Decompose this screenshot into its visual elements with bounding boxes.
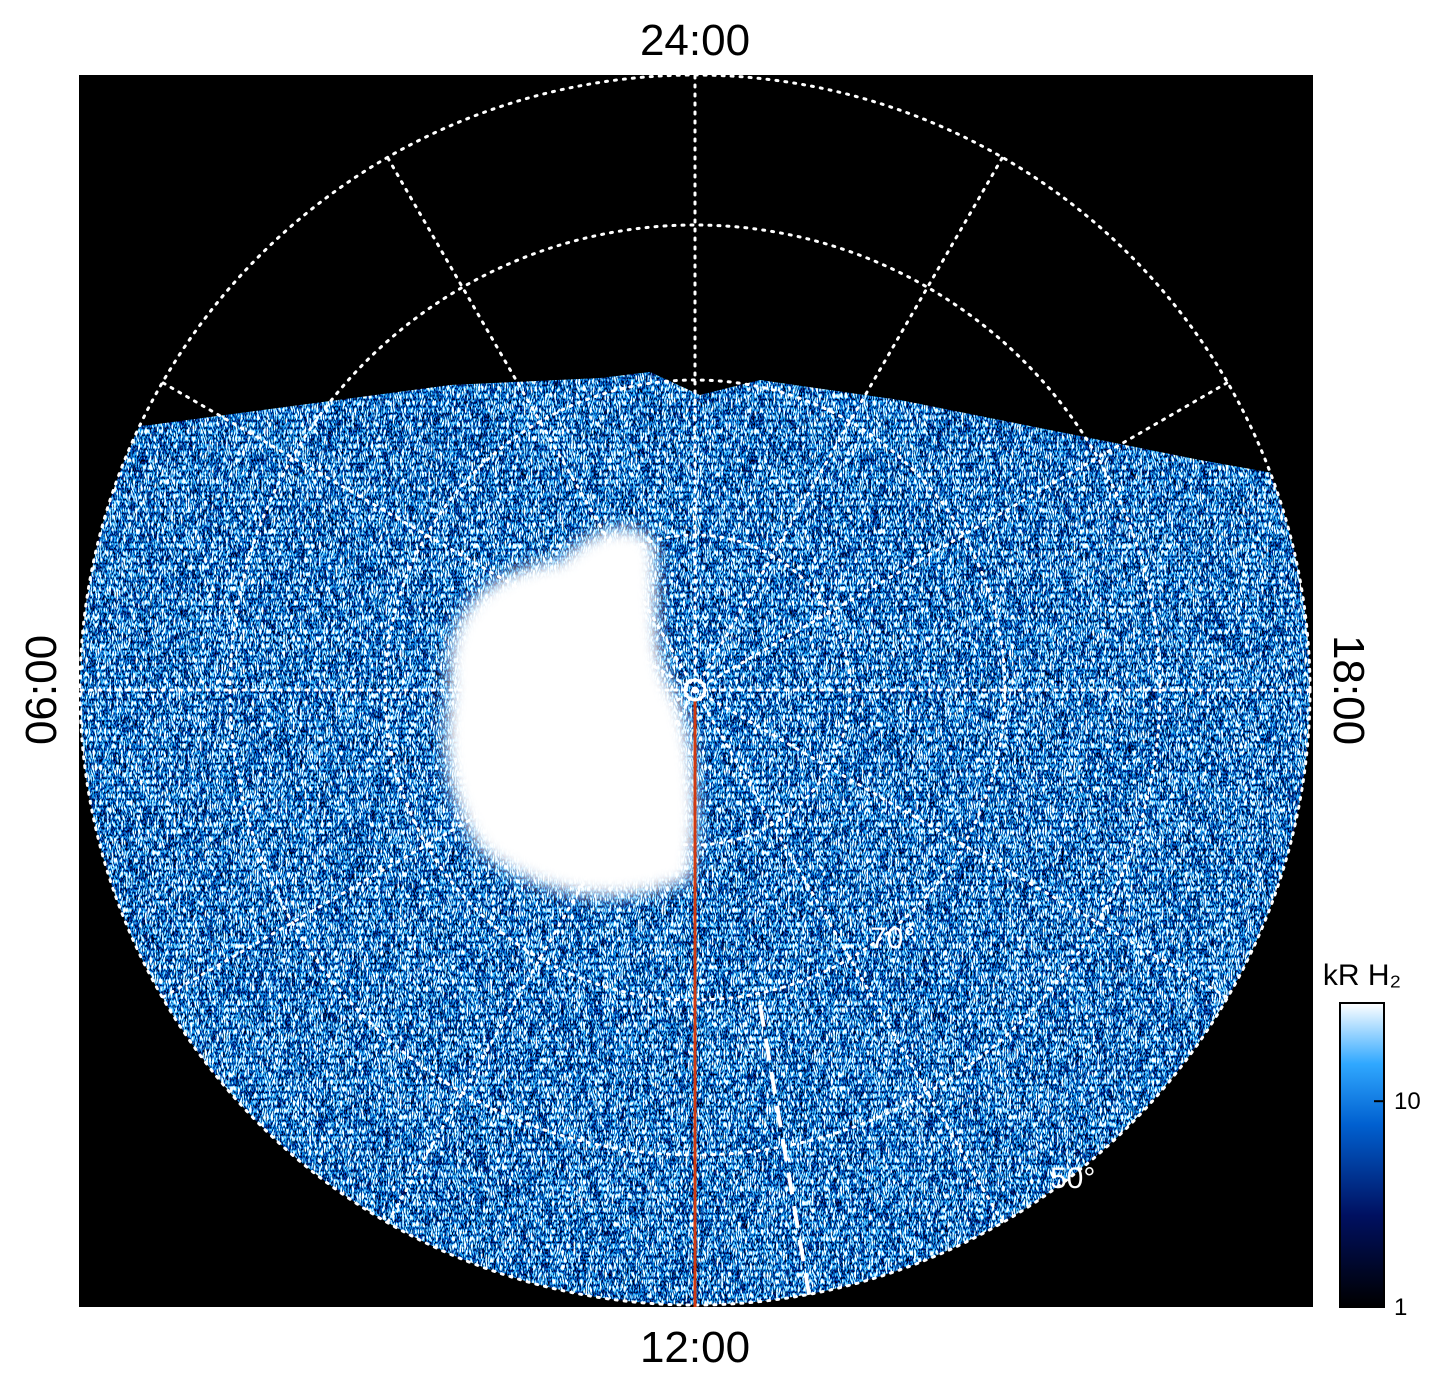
colorbar-ticks: 1 10 <box>1374 1088 1421 1321</box>
bright-aurora <box>445 527 697 897</box>
dashed-line <box>758 1004 812 1301</box>
meridian <box>693 155 1004 692</box>
latitude-label: 70° <box>870 922 915 955</box>
colorbar-tick-label: 10 <box>1394 1088 1421 1115</box>
time-label: 06:00 <box>17 635 66 745</box>
meridian <box>693 688 1230 999</box>
meridian <box>386 688 697 1225</box>
time-label: 24:00 <box>640 16 750 65</box>
meridian <box>160 381 697 692</box>
time-label: 18:00 <box>1324 635 1373 745</box>
meridian <box>160 688 697 999</box>
meridian <box>386 155 697 692</box>
colorbar <box>1339 1002 1385 1308</box>
colorbar-tick-label: 1 <box>1394 1294 1407 1321</box>
meridian <box>693 381 1230 692</box>
latitude-label: 50° <box>1050 1162 1095 1195</box>
meridian <box>693 688 1004 1225</box>
colorbar-title: kR H₂ <box>1323 959 1401 992</box>
pole-marker <box>683 678 707 702</box>
time-label: 12:00 <box>640 1323 750 1372</box>
